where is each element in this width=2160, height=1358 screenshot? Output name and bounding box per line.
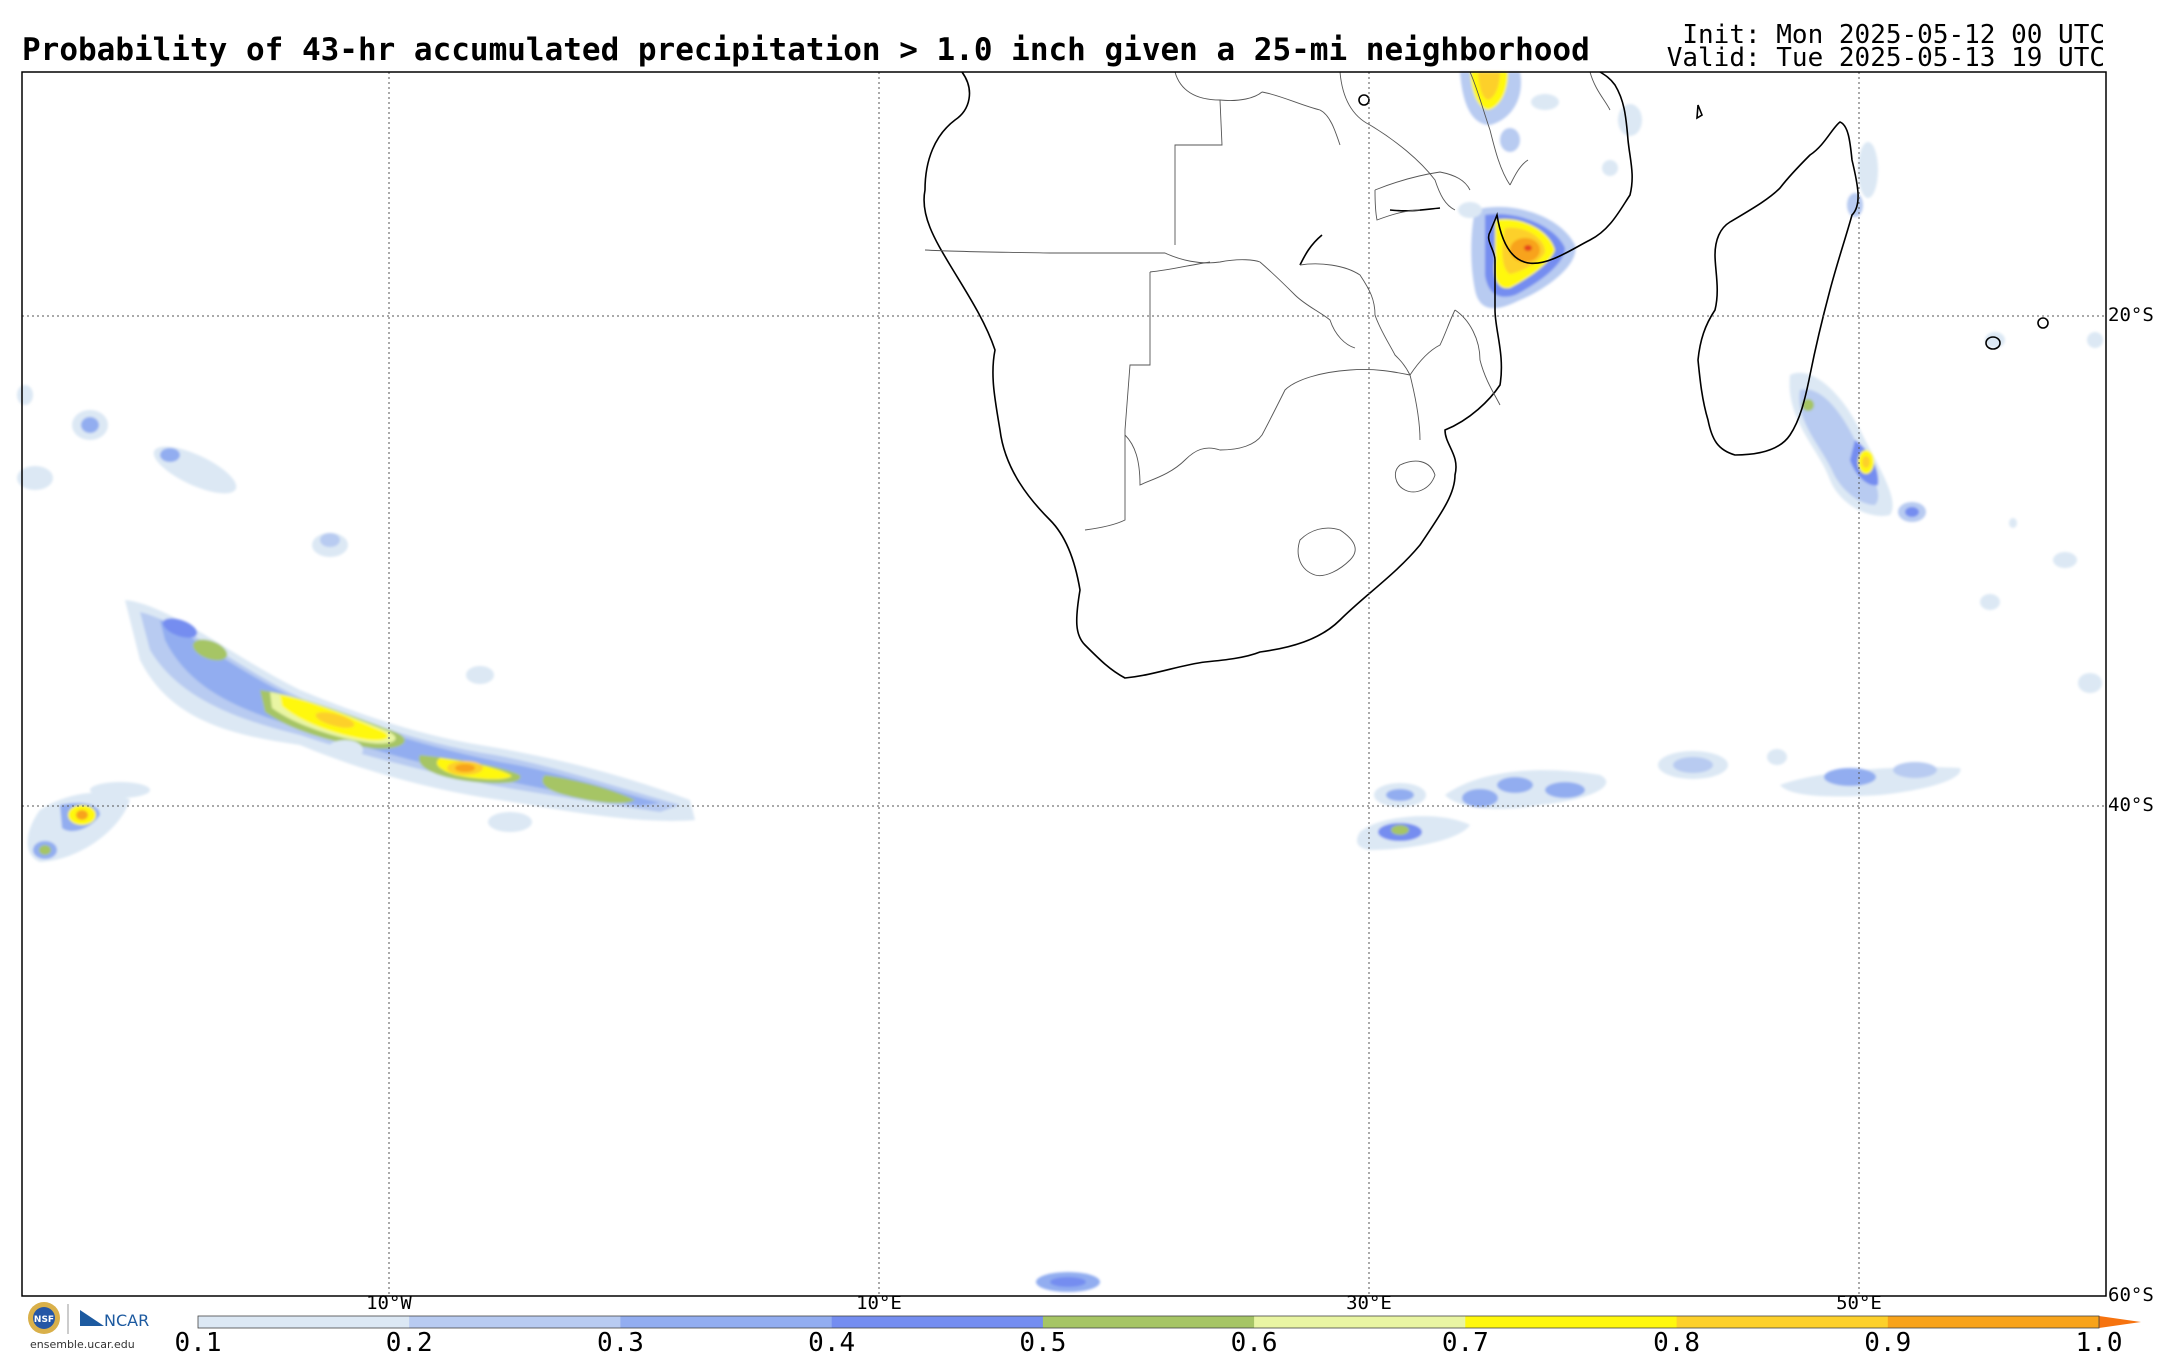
colorbar-swatch <box>620 1316 833 1328</box>
colorbar-tick-label: 0.5 <box>1019 1328 1067 1358</box>
colorbar-swatch <box>1887 1316 2100 1328</box>
southern-band <box>1036 749 1961 1292</box>
lat-label-40s: 40°S <box>2108 794 2154 816</box>
colorbar-tick-label: 0.1 <box>174 1328 222 1358</box>
colorbar-tick-label: 0.9 <box>1864 1328 1912 1358</box>
east-blobs <box>1789 142 2103 693</box>
colorbar-swatch <box>198 1316 410 1328</box>
west-blobs <box>17 385 532 862</box>
colorbar-swatch <box>1254 1316 1466 1328</box>
lon-label-50e: 50°E <box>1836 1292 1882 1314</box>
lat-label-60s: 60°S <box>2108 1284 2154 1306</box>
nsf-text: NSF <box>34 1315 54 1325</box>
valid-time: Valid: Tue 2025-05-13 19 UTC <box>1666 43 2105 73</box>
init-time: Init: Mon 2025-05-12 00 UTC <box>1682 20 2105 50</box>
coastlines <box>923 71 2049 679</box>
colorbar-extend-arrow <box>2099 1316 2141 1328</box>
atlantic-band <box>125 600 695 821</box>
malawi-blob <box>1460 72 1642 176</box>
logo-url: ensemble.ucar.edu <box>30 1338 135 1351</box>
colorbar-swatch <box>1465 1316 1677 1328</box>
colorbar-swatch <box>1042 1316 1255 1328</box>
lat-label-20s: 20°S <box>2108 304 2154 326</box>
mozambique-blob <box>1458 202 1576 309</box>
ncar-text: NCAR <box>104 1311 149 1330</box>
country-borders <box>924 71 1611 577</box>
colorbar-tick-label: 0.2 <box>385 1328 433 1358</box>
colorbar-tick-label: 0.7 <box>1441 1328 1489 1358</box>
colorbar-tick-label: 0.3 <box>596 1328 644 1358</box>
colorbar-tick-label: 0.8 <box>1653 1328 1701 1358</box>
ncar-logo-icon <box>80 1310 104 1326</box>
nsf-ncar-logo: NSF NCAR <box>28 1302 149 1334</box>
colorbar-tick-label: 0.4 <box>808 1328 856 1358</box>
lon-label-10e: 10°E <box>856 1292 902 1314</box>
colorbar-swatch <box>409 1316 621 1328</box>
colorbar-swatch <box>1676 1316 1889 1328</box>
graticule <box>22 72 2106 1296</box>
colorbar-tick-label: 0.6 <box>1230 1328 1278 1358</box>
colorbar-swatch <box>831 1316 1044 1328</box>
colorbar <box>197 1315 2141 1329</box>
lon-label-10w: 10°W <box>366 1292 412 1314</box>
map-frame <box>21 71 2107 1297</box>
colorbar-tick-label: 1.0 <box>2075 1328 2123 1358</box>
colorbar-frame <box>197 1315 2100 1329</box>
map-title: Probability of 43-hr accumulated precipi… <box>22 32 1590 68</box>
precip-field <box>17 72 2103 1292</box>
lon-label-30e: 30°E <box>1346 1292 1392 1314</box>
